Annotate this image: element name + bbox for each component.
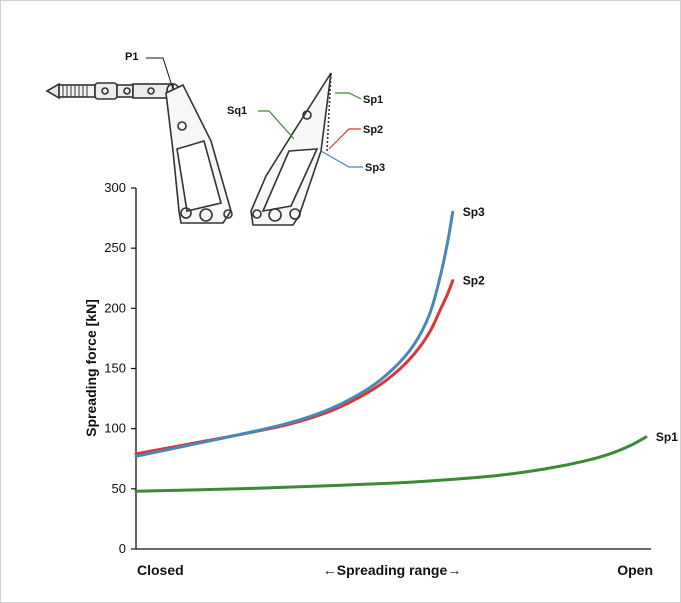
y-tick-label: 300 bbox=[104, 180, 126, 195]
y-tick-label: 50 bbox=[112, 481, 126, 496]
series-label-sp1: Sp1 bbox=[656, 430, 678, 444]
series-line-sp2 bbox=[134, 279, 455, 456]
right-arm-drawing bbox=[250, 72, 332, 226]
label-p1: P1 bbox=[125, 51, 138, 63]
series-layer: Sp1 Sp2 Sp3 bbox=[134, 205, 678, 493]
y-tick-label: 0 bbox=[119, 541, 126, 556]
left-arm-drawing bbox=[165, 83, 233, 224]
x-range-label: ←Spreading range→ bbox=[323, 562, 461, 578]
hydraulic-cylinder-drawing bbox=[45, 82, 180, 100]
y-axis-title: Spreading force [kN] bbox=[83, 299, 99, 437]
y-ticks: 0 50 100 150 200 250 300 bbox=[104, 180, 136, 556]
spreader-tool-illustration bbox=[45, 57, 363, 226]
label-sq1: Sq1 bbox=[227, 105, 247, 117]
x-left-label: Closed bbox=[137, 562, 184, 578]
y-tick-label: 150 bbox=[104, 361, 126, 376]
x-right-label: Open bbox=[617, 562, 653, 578]
y-tick-label: 100 bbox=[104, 421, 126, 436]
label-sp1-diagram: Sp1 bbox=[363, 94, 383, 106]
y-tick-label: 200 bbox=[104, 300, 126, 315]
series-label-sp2: Sp2 bbox=[463, 274, 485, 288]
series-line-sp3 bbox=[134, 210, 455, 458]
label-sp3-diagram: Sp3 bbox=[365, 162, 385, 174]
series-label-sp3: Sp3 bbox=[463, 205, 485, 219]
label-sp2-diagram: Sp2 bbox=[363, 124, 383, 136]
y-tick-label: 250 bbox=[104, 240, 126, 255]
series-line-sp1 bbox=[134, 435, 648, 493]
